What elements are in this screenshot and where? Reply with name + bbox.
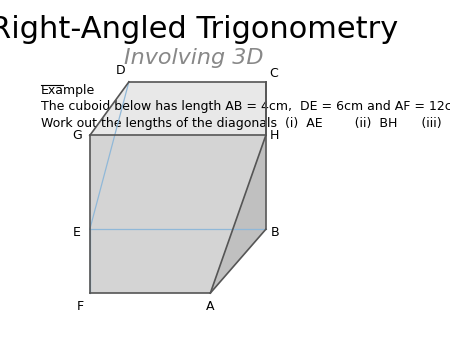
Text: A: A (206, 300, 215, 313)
Text: Involving 3D: Involving 3D (124, 48, 264, 68)
Text: H: H (270, 129, 279, 142)
Text: The cuboid below has length AB = 4cm,  DE = 6cm and AF = 12cm.: The cuboid below has length AB = 4cm, DE… (41, 100, 450, 113)
Text: Right-Angled Trigonometry: Right-Angled Trigonometry (0, 15, 398, 44)
Text: C: C (270, 67, 278, 80)
Text: F: F (76, 300, 84, 313)
Text: D: D (116, 64, 126, 77)
Polygon shape (90, 82, 266, 136)
Text: Work out the lengths of the diagonals  (i)  AE        (ii)  BH      (iii)   EH: Work out the lengths of the diagonals (i… (41, 117, 450, 130)
Text: E: E (73, 226, 81, 239)
Polygon shape (211, 82, 266, 293)
Text: G: G (72, 129, 81, 142)
Text: Example: Example (41, 83, 95, 97)
Text: B: B (270, 226, 279, 239)
Polygon shape (90, 136, 266, 293)
